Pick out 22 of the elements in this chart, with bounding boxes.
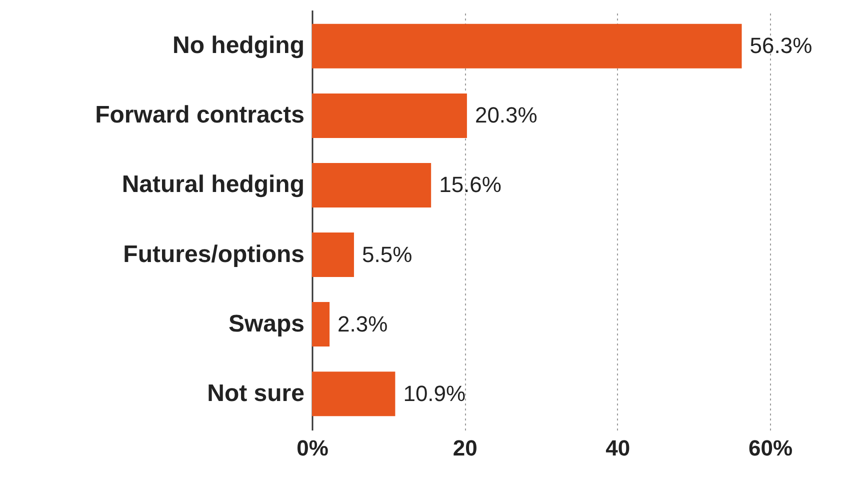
y-tick-label: Swaps <box>228 310 304 338</box>
bar <box>312 24 742 68</box>
data-label: 5.5% <box>362 242 412 267</box>
x-tick-label: 60% <box>748 436 793 460</box>
y-tick-label: No hedging <box>172 32 304 60</box>
data-label: 15.6% <box>439 172 502 198</box>
bar <box>312 232 354 278</box>
bar <box>312 372 396 416</box>
data-label: 10.9% <box>403 380 466 406</box>
x-tick-label: 20 <box>452 436 478 460</box>
y-tick-label: Forward contracts <box>95 102 304 129</box>
data-label: 56.3% <box>750 33 812 58</box>
data-label: 20.3% <box>474 102 538 128</box>
bar <box>312 93 467 138</box>
x-tick-label: 0% <box>296 436 328 460</box>
data-label: 2.3% <box>338 311 388 336</box>
y-tick-label: Not sure <box>207 380 304 407</box>
bar <box>312 302 330 347</box>
x-tick-label: 40 <box>606 436 630 460</box>
y-tick-label: Natural hedging <box>122 171 304 198</box>
bar <box>312 162 432 208</box>
y-tick-label: Futures/options <box>123 240 304 268</box>
